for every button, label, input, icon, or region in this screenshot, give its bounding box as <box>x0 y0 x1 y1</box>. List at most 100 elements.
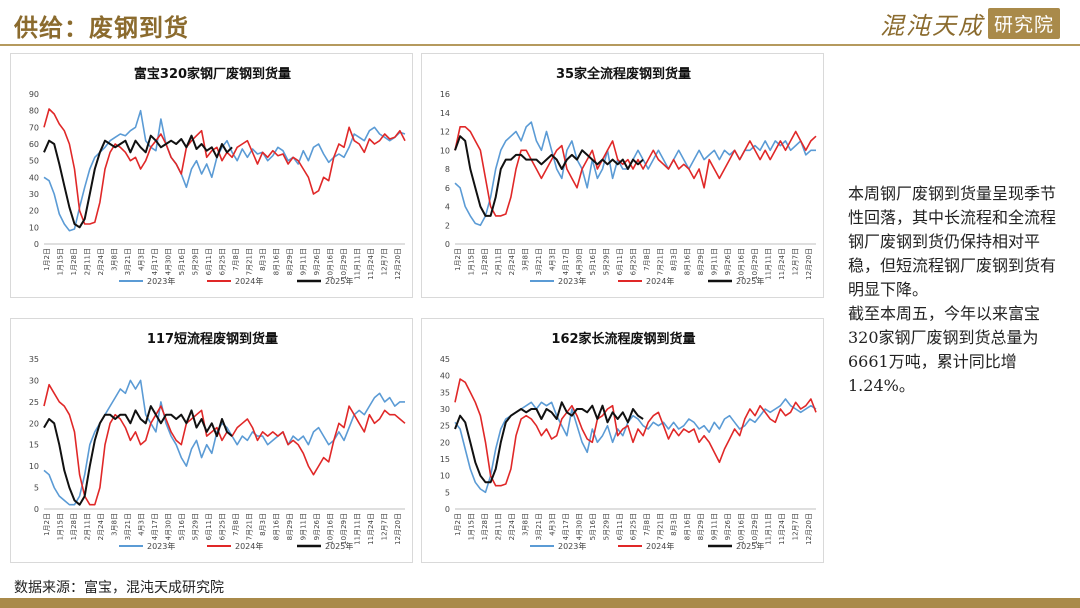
x-tick-label: 10月16日 <box>738 248 746 280</box>
x-tick-label: 8月3日 <box>670 248 678 271</box>
data-source: 数据来源：富宝，混沌天成研究院 <box>14 580 224 596</box>
x-tick-label: 3月8日 <box>111 513 119 536</box>
x-tick-label: 9月11日 <box>711 513 719 540</box>
x-tick-label: 3月8日 <box>111 248 119 271</box>
x-tick-label: 6月11日 <box>205 513 213 540</box>
chart-title: 162家长流程废钢到货量 <box>551 331 695 347</box>
x-tick-label: 4月3日 <box>549 248 557 271</box>
x-tick-label: 4月3日 <box>138 248 146 271</box>
x-tick-label: 5月29日 <box>192 513 200 540</box>
chart-svg-117: 117短流程废钢到货量 0 5 10 15 20 25 30 35 1月2日 1月15日 1月28日 2… <box>29 331 406 551</box>
y-tick-label: 40 <box>29 173 39 182</box>
x-tick-label: 12月20日 <box>394 248 402 280</box>
x-tick-label: 8月16日 <box>684 248 692 275</box>
x-tick-label: 6月11日 <box>616 513 624 540</box>
x-tick-label: 5月29日 <box>603 513 611 540</box>
x-tick-label: 1月15日 <box>468 513 476 540</box>
y-tick-label: 10 <box>29 462 39 471</box>
y-tick-label: 10 <box>440 146 450 155</box>
chart-title: 117短流程废钢到货量 <box>147 331 278 347</box>
y-tick-label: 90 <box>29 90 39 99</box>
x-tick-label: 1月2日 <box>454 248 462 271</box>
chart-svg-320: 富宝320家钢厂废钢到货量 0 10 20 30 40 50 60 70 80 90 1月2日 1月15… <box>29 66 406 286</box>
x-tick-label: 8月3日 <box>259 248 267 271</box>
y-tick-label: 14 <box>440 109 450 118</box>
commentary: 本周钢厂废钢到货量呈现季节性回落，其中长流程和全流程钢厂废钢到货仍保持相对平稳，… <box>848 182 1058 398</box>
y-tick-label: 20 <box>29 419 39 428</box>
chart-panel-117: 117短流程废钢到货量 0 5 10 15 20 25 30 35 1月2日 1月15日 1月28日 2… <box>10 318 413 563</box>
chart-panel-35: 35家全流程废钢到货量 0 2 4 6 8 10 12 14 16 1月2日 1月15日 1月28日 2月… <box>421 53 824 298</box>
y-tick-label: 20 <box>29 207 39 216</box>
x-tick-label: 9月11日 <box>300 248 308 275</box>
x-tick-label: 4月30日 <box>165 513 173 540</box>
x-tick-label: 6月11日 <box>616 248 624 275</box>
x-tick-label: 8月29日 <box>697 248 705 275</box>
x-tick-label: 12月20日 <box>805 513 813 545</box>
x-tick-label: 3月8日 <box>522 248 530 271</box>
series-line-2024年 <box>43 108 406 225</box>
x-tick-label: 3月21日 <box>124 513 132 540</box>
x-tick-label: 8月3日 <box>259 513 267 536</box>
y-tick-label: 25 <box>440 422 450 431</box>
x-tick-label: 2月24日 <box>508 248 516 275</box>
x-tick-label: 11月11日 <box>765 513 773 545</box>
y-tick-label: 25 <box>29 398 39 407</box>
y-tick-label: 0 <box>34 240 39 249</box>
y-tick-label: 35 <box>440 388 450 397</box>
series-line-2025年 <box>454 135 644 217</box>
x-tick-label: 6月25日 <box>219 248 227 275</box>
x-tick-label: 7月21日 <box>657 248 665 275</box>
legend-label: 2023年 <box>147 541 175 551</box>
chart-svg-162: 162家长流程废钢到货量 0 5 10 15 20 25 30 35 40 45 1月2日 1月15日 1… <box>440 331 817 551</box>
x-tick-label: 7月8日 <box>232 513 240 536</box>
y-tick-label: 12 <box>440 128 450 137</box>
legend-label: 2023年 <box>147 276 175 286</box>
x-tick-label: 11月24日 <box>778 513 786 545</box>
y-tick-label: 10 <box>29 223 39 232</box>
x-tick-label: 6月25日 <box>630 248 638 275</box>
commentary-paragraph-1: 本周钢厂废钢到货量呈现季节性回落，其中长流程和全流程钢厂废钢到货仍保持相对平稳，… <box>848 184 1057 299</box>
commentary-paragraph-2: 截至本周五，今年以来富宝320家钢厂废钢到货总量为6661万吨，累计同比增1.2… <box>848 304 1041 395</box>
x-tick-label: 1月2日 <box>43 248 51 271</box>
x-tick-label: 2月11日 <box>495 513 503 540</box>
x-tick-label: 3月21日 <box>535 248 543 275</box>
y-tick-label: 0 <box>445 505 450 514</box>
legend-label: 2024年 <box>646 541 674 551</box>
x-tick-label: 1月15日 <box>468 248 476 275</box>
y-tick-label: 30 <box>29 190 39 199</box>
y-tick-label: 0 <box>445 240 450 249</box>
series-line-2024年 <box>454 126 817 217</box>
legend-label: 2025年 <box>325 541 353 551</box>
x-tick-label: 7月21日 <box>246 513 254 540</box>
x-tick-label: 10月16日 <box>738 513 746 545</box>
series-line-2023年 <box>454 121 816 227</box>
x-tick-label: 2月11日 <box>84 513 92 540</box>
x-tick-label: 2月11日 <box>84 248 92 275</box>
x-tick-label: 9月26日 <box>724 513 732 540</box>
x-tick-label: 9月11日 <box>300 513 308 540</box>
x-tick-label: 6月25日 <box>630 513 638 540</box>
x-tick-label: 10月29日 <box>751 513 759 545</box>
x-tick-label: 12月7日 <box>381 248 389 275</box>
x-tick-label: 9月26日 <box>313 513 321 540</box>
x-tick-label: 12月20日 <box>394 513 402 545</box>
x-tick-label: 2月11日 <box>495 248 503 275</box>
x-tick-label: 5月16日 <box>589 248 597 275</box>
x-tick-label: 12月7日 <box>792 248 800 275</box>
y-tick-label: 70 <box>29 123 39 132</box>
x-tick-label: 8月29日 <box>697 513 705 540</box>
x-tick-label: 4月30日 <box>576 248 584 275</box>
x-tick-label: 4月30日 <box>576 513 584 540</box>
y-tick-label: 6 <box>445 184 450 193</box>
x-tick-label: 12月7日 <box>792 513 800 540</box>
x-tick-label: 8月16日 <box>273 513 281 540</box>
x-tick-label: 11月24日 <box>367 513 375 545</box>
x-tick-label: 2月24日 <box>97 248 105 275</box>
x-tick-label: 2月24日 <box>508 513 516 540</box>
y-tick-label: 80 <box>29 107 39 116</box>
series-line-2024年 <box>454 378 817 487</box>
x-tick-label: 7月21日 <box>657 513 665 540</box>
x-tick-label: 11月11日 <box>765 248 773 280</box>
x-tick-label: 11月11日 <box>354 513 362 545</box>
x-tick-label: 4月17日 <box>562 248 570 275</box>
